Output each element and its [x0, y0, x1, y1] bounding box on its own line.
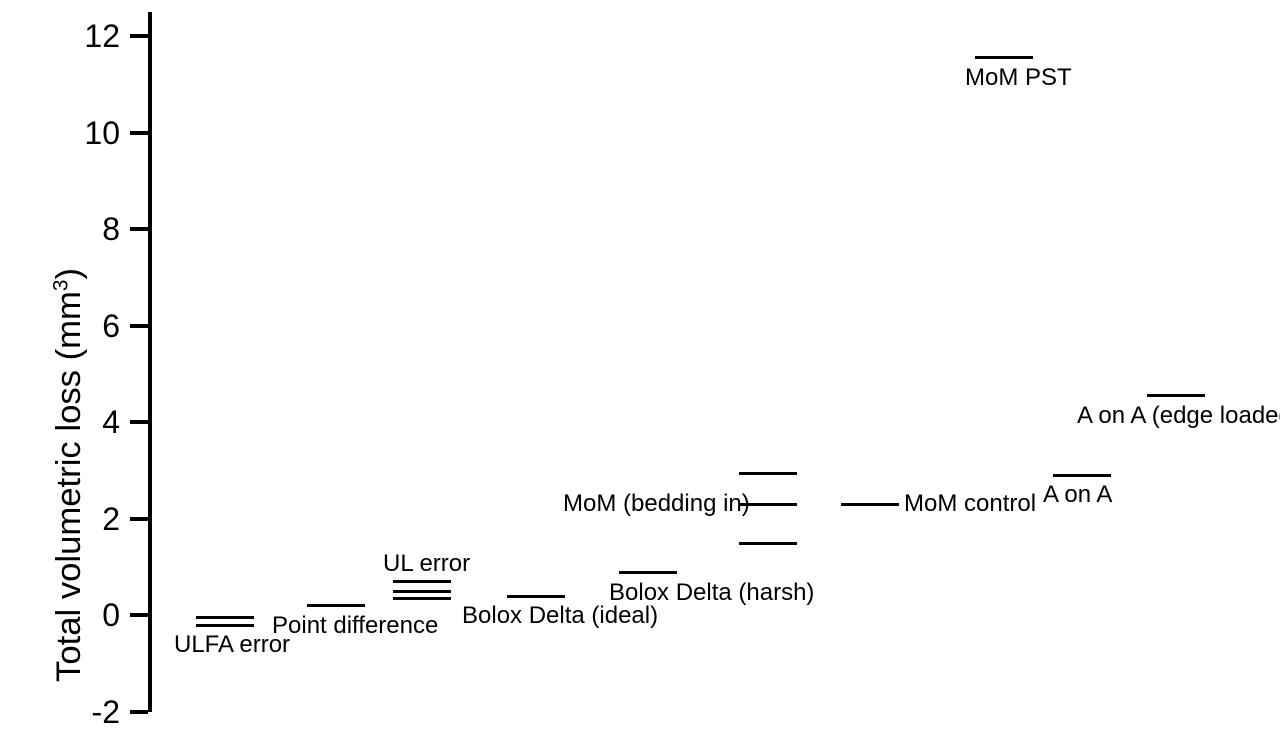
data-label: A on A (edge loaded) — [1077, 402, 1280, 430]
y-tick — [130, 517, 148, 521]
data-label: MoM PST — [965, 64, 1072, 92]
y-tick-label: 8 — [0, 211, 120, 248]
data-mark — [307, 604, 365, 607]
volumetric-loss-chart: -2024681012Total volumetric loss (mm3)UL… — [0, 0, 1280, 729]
data-label: Point difference — [272, 612, 438, 640]
data-mark — [196, 624, 254, 627]
y-tick — [130, 613, 148, 617]
y-tick — [130, 420, 148, 424]
data-mark — [393, 580, 451, 583]
y-axis-title: Total volumetric loss (mm3) — [50, 268, 89, 682]
data-mark — [393, 590, 451, 593]
y-tick — [130, 131, 148, 135]
y-tick-label: 10 — [0, 115, 120, 152]
data-mark — [739, 472, 797, 475]
data-label: Bolox Delta (harsh) — [609, 579, 814, 607]
data-mark — [739, 542, 797, 545]
y-axis-line — [148, 12, 152, 712]
data-label: UL error — [383, 550, 470, 578]
y-tick-label: -2 — [0, 694, 120, 731]
data-mark — [841, 503, 899, 506]
data-mark — [1053, 474, 1111, 477]
data-label: MoM (bedding in) — [563, 490, 750, 518]
data-mark — [507, 595, 565, 598]
y-tick — [130, 710, 148, 714]
data-mark — [196, 616, 254, 619]
y-tick — [130, 227, 148, 231]
data-label: A on A — [1043, 481, 1112, 509]
data-mark — [393, 597, 451, 600]
data-label: MoM control — [904, 490, 1036, 518]
y-tick — [130, 324, 148, 328]
data-mark — [975, 56, 1033, 59]
data-mark — [1147, 394, 1205, 397]
y-tick-label: 12 — [0, 18, 120, 55]
data-mark — [619, 571, 677, 574]
y-tick — [130, 34, 148, 38]
